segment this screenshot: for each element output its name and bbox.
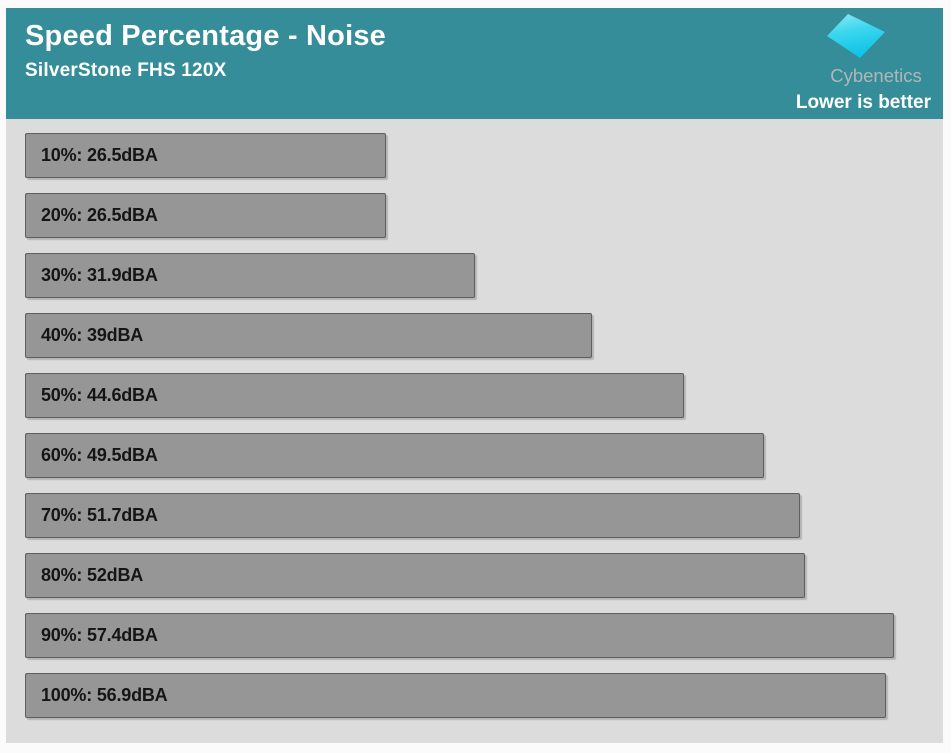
bar-label: 60%: 49.5dBA bbox=[41, 445, 158, 465]
bar-label: 80%: 52dBA bbox=[41, 565, 144, 585]
cybenetics-logo-icon bbox=[827, 14, 885, 58]
bar-label: 90%: 57.4dBA bbox=[41, 625, 158, 645]
bar-row: 30%: 31.9dBA bbox=[25, 253, 943, 298]
bar-30%: 30%: 31.9dBA bbox=[25, 253, 475, 298]
bar-label: 10%: 26.5dBA bbox=[41, 145, 158, 165]
cybenetics-logo-text: Cybenetics bbox=[830, 65, 922, 86]
plot-area: 10%: 26.5dBA 20%: 26.5dBA 30%: 31.9dBA 40%:… bbox=[6, 119, 943, 743]
bar-label: 50%: 44.6dBA bbox=[41, 385, 158, 405]
bar-50%: 50%: 44.6dBA bbox=[25, 373, 684, 418]
bar-row: 100%: 56.9dBA bbox=[25, 673, 943, 718]
bar-10%: 10%: 26.5dBA bbox=[25, 133, 386, 178]
bar-20%: 20%: 26.5dBA bbox=[25, 193, 386, 238]
bar-40%: 40%: 39dBA bbox=[25, 313, 592, 358]
bar-rows: 10%: 26.5dBA 20%: 26.5dBA 30%: 31.9dBA 40%:… bbox=[25, 133, 943, 733]
bar-row: 20%: 26.5dBA bbox=[25, 193, 943, 238]
bar-100%: 100%: 56.9dBA bbox=[25, 673, 886, 718]
bar-row: 60%: 49.5dBA bbox=[25, 433, 943, 478]
lower-is-better-note: Lower is better bbox=[795, 92, 931, 113]
bar-row: 50%: 44.6dBA bbox=[25, 373, 943, 418]
bar-60%: 60%: 49.5dBA bbox=[25, 433, 764, 478]
bar-label: 20%: 26.5dBA bbox=[41, 205, 158, 225]
bar-row: 90%: 57.4dBA bbox=[25, 613, 943, 658]
bar-row: 80%: 52dBA bbox=[25, 553, 943, 598]
bar-row: 40%: 39dBA bbox=[25, 313, 943, 358]
bar-label: 40%: 39dBA bbox=[41, 325, 144, 345]
chart-subtitle: SilverStone FHS 120X bbox=[25, 60, 227, 81]
bar-label: 70%: 51.7dBA bbox=[41, 505, 158, 525]
bar-row: 10%: 26.5dBA bbox=[25, 133, 943, 178]
bar-90%: 90%: 57.4dBA bbox=[25, 613, 894, 658]
chart-header: Speed Percentage - Noise SilverStone FHS… bbox=[6, 8, 943, 119]
cybenetics-logo: Cybenetics bbox=[827, 14, 922, 86]
bar-80%: 80%: 52dBA bbox=[25, 553, 805, 598]
bar-label: 100%: 56.9dBA bbox=[41, 685, 168, 705]
bar-70%: 70%: 51.7dBA bbox=[25, 493, 800, 538]
bar-label: 30%: 31.9dBA bbox=[41, 265, 158, 285]
bar-row: 70%: 51.7dBA bbox=[25, 493, 943, 538]
chart-title: Speed Percentage - Noise bbox=[25, 20, 386, 52]
